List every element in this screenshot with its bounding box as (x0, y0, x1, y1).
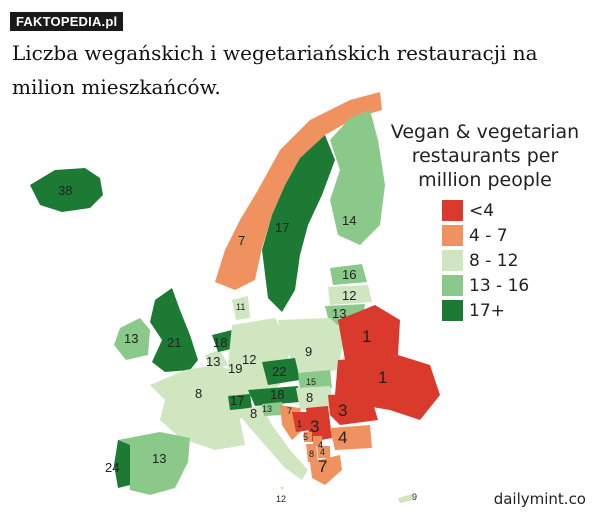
country-ireland (114, 318, 150, 360)
caption-text: Liczba wegańskich i wegetariańskich rest… (12, 41, 538, 99)
value-montenegro: 5 (303, 432, 308, 442)
legend-item: <4 (442, 198, 529, 223)
country-finland (330, 110, 385, 245)
value-iceland: 38 (58, 183, 72, 198)
country-austria (248, 386, 300, 406)
value-norway: 7 (238, 233, 245, 248)
country-portugal (114, 440, 130, 488)
country-czechia (262, 358, 300, 385)
value-portugal: 24 (105, 460, 119, 475)
legend-item: 4 - 7 (442, 223, 529, 248)
value-sweden: 17 (275, 220, 289, 235)
country-belgium (205, 350, 228, 372)
legend-item: 8 - 12 (442, 248, 529, 273)
legend-item: 13 - 16 (442, 273, 529, 298)
country-uk (150, 288, 198, 372)
country-iceland (30, 168, 103, 212)
country-serbia (306, 406, 332, 442)
page-caption: Liczba wegańskich i wegetariańskich rest… (12, 36, 592, 104)
legend-label: <4 (469, 200, 495, 221)
legend: <4 4 - 7 8 - 12 13 - 16 17+ (442, 198, 529, 323)
value-ukraine: 1 (378, 368, 387, 387)
country-bosnia (292, 412, 312, 432)
value-croatia: 7 (287, 406, 292, 416)
value-malta: 12 (276, 494, 286, 504)
country-latvia (328, 285, 372, 305)
country-sweden (262, 135, 335, 312)
country-montenegro (304, 432, 312, 442)
country-bulgaria (330, 425, 372, 450)
value-romania: 3 (338, 401, 347, 420)
value-latvia: 12 (342, 288, 356, 303)
source-credit: dailymint.co (493, 490, 586, 508)
country-kosovo (313, 436, 322, 446)
value-spain: 13 (152, 451, 166, 466)
country-albania (306, 444, 318, 462)
country-greece (310, 455, 342, 485)
country-n-macedonia (317, 446, 330, 458)
value-switzerland: 17 (230, 393, 244, 408)
legend-swatch (442, 200, 463, 221)
value-kosovo: 4 (318, 440, 323, 450)
legend-swatch (442, 300, 463, 321)
value-uk: 21 (167, 335, 181, 350)
value-austria: 18 (270, 387, 284, 402)
value-germany: 12 (242, 352, 256, 367)
country-romania (328, 393, 378, 425)
country-slovenia (262, 402, 284, 416)
value-bosnia: 1 (297, 419, 302, 429)
value-denmark: 11 (236, 302, 245, 312)
country-belarus (338, 305, 400, 360)
value-slovenia: 13 (262, 404, 272, 414)
country-spain (118, 432, 190, 495)
legend-title: Vegan & vegetarian restaurants per milli… (390, 121, 580, 191)
value-albania: 8 (309, 449, 314, 459)
value-netherlands: 18 (213, 335, 227, 350)
value-serbia: 3 (310, 417, 319, 436)
value-czechia: 22 (272, 364, 286, 379)
legend-label: 17+ (469, 300, 505, 321)
legend-item: 17+ (442, 298, 529, 323)
country-norway (215, 92, 382, 290)
value-lithuania: 13 (332, 306, 346, 321)
value-finland: 14 (342, 213, 356, 228)
value-ireland: 13 (124, 331, 138, 346)
value-belarus: 1 (362, 327, 371, 346)
country-france (150, 365, 250, 450)
legend-label: 4 - 7 (469, 225, 508, 246)
value-greece: 7 (318, 457, 327, 476)
value-estonia: 16 (342, 267, 356, 282)
value-france: 8 (195, 386, 202, 401)
value-luxembourg: 19 (228, 361, 242, 376)
watermark-badge: FAKTOPEDIA.pl (10, 12, 124, 31)
value-cyprus: 9 (412, 492, 417, 502)
country-malta (280, 486, 284, 490)
legend-swatch (442, 225, 463, 246)
value-poland: 9 (305, 344, 312, 359)
country-italy (235, 406, 308, 480)
value-n-macedonia: 4 (320, 447, 325, 457)
value-bulgaria: 4 (338, 428, 347, 447)
country-hungary (296, 386, 335, 410)
value-hungary: 8 (306, 390, 313, 405)
country-switzerland (228, 394, 252, 410)
legend-label: 8 - 12 (469, 250, 519, 271)
country-slovakia (298, 370, 332, 390)
legend-swatch (442, 275, 463, 296)
value-slovakia: 15 (306, 377, 316, 387)
value-belgium: 13 (206, 354, 220, 369)
legend-swatch (442, 250, 463, 271)
country-estonia (330, 264, 367, 285)
legend-label: 13 - 16 (469, 275, 530, 296)
country-cyprus (398, 494, 414, 503)
country-denmark (232, 296, 250, 320)
value-italy: 8 (250, 406, 257, 421)
